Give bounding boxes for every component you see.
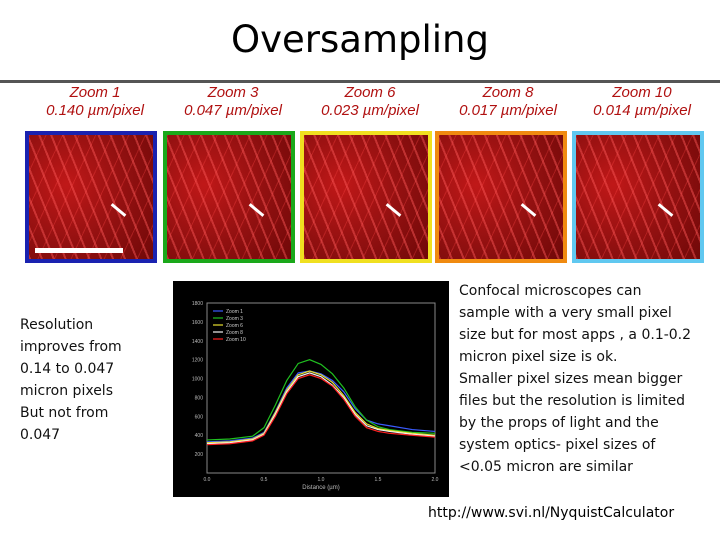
note-line: 0.14 to 0.047 bbox=[20, 361, 115, 377]
title-rule bbox=[0, 80, 720, 83]
zoom-label-6: Zoom 6 0.023 µm/pixel bbox=[300, 84, 440, 120]
x-tick-label: 1.5 bbox=[375, 477, 382, 483]
pixel-size: 0.017 µm/pixel bbox=[459, 102, 557, 119]
micrograph-image bbox=[304, 135, 428, 259]
image-panel-zoom-8 bbox=[435, 131, 567, 263]
series-line bbox=[206, 359, 436, 441]
zoom-label-3: Zoom 3 0.047 µm/pixel bbox=[163, 84, 303, 120]
y-tick-label: 400 bbox=[195, 433, 204, 439]
zoom-name: Zoom 6 bbox=[344, 84, 396, 101]
legend-entry: Zoom 10 bbox=[226, 337, 246, 343]
x-tick-label: 2.0 bbox=[432, 477, 439, 483]
note-line: improves from bbox=[20, 339, 122, 355]
zoom-label-1: Zoom 1 0.140 µm/pixel bbox=[25, 84, 165, 120]
note-line: Confocal microscopes can bbox=[459, 283, 642, 299]
series-line bbox=[206, 374, 436, 446]
pixel-size: 0.014 µm/pixel bbox=[593, 102, 691, 119]
pixel-size: 0.140 µm/pixel bbox=[46, 102, 144, 119]
x-tick-label: 1.0 bbox=[318, 477, 325, 483]
micrograph-image bbox=[439, 135, 563, 259]
legend-entry: Zoom 3 bbox=[226, 316, 243, 322]
series-line bbox=[206, 372, 436, 445]
image-panel-zoom-6 bbox=[300, 131, 432, 263]
image-panel-zoom-10 bbox=[572, 131, 704, 263]
micrograph-image bbox=[29, 135, 153, 259]
note-line: Resolution bbox=[20, 317, 94, 333]
note-line: micron pixel size is ok. bbox=[459, 349, 618, 365]
note-line: size but for most apps , a 0.1-0.2 bbox=[459, 327, 692, 343]
page-title: Oversampling bbox=[231, 18, 489, 61]
micrograph-image bbox=[167, 135, 291, 259]
y-tick-label: 1400 bbox=[192, 339, 203, 345]
note-line: system optics- pixel sizes of bbox=[459, 437, 656, 453]
image-panel-zoom-3 bbox=[163, 131, 295, 263]
zoom-name: Zoom 10 bbox=[612, 84, 672, 101]
zoom-name: Zoom 1 bbox=[69, 84, 121, 101]
scale-bar bbox=[35, 248, 123, 253]
x-axis-label: Distance (µm) bbox=[302, 485, 339, 491]
micrograph-image bbox=[576, 135, 700, 259]
note-line: micron pixels bbox=[20, 383, 113, 399]
resolution-note: Resolution improves from 0.14 to 0.047 m… bbox=[20, 314, 160, 446]
y-tick-label: 1800 bbox=[192, 301, 203, 307]
y-tick-label: 1200 bbox=[192, 358, 203, 364]
x-tick-label: 0.5 bbox=[261, 477, 268, 483]
note-line: sample with a very small pixel bbox=[459, 305, 672, 321]
note-line: by the props of light and the bbox=[459, 415, 659, 431]
y-tick-label: 1600 bbox=[192, 320, 203, 326]
reference-link[interactable]: http://www.svi.nl/NyquistCalculator bbox=[428, 505, 675, 521]
y-tick-label: 200 bbox=[195, 452, 204, 458]
zoom-label-10: Zoom 10 0.014 µm/pixel bbox=[572, 84, 712, 120]
pixel-size: 0.023 µm/pixel bbox=[321, 102, 419, 119]
image-panel-zoom-1 bbox=[25, 131, 157, 263]
legend-entry: Zoom 8 bbox=[226, 330, 243, 336]
note-line: But not from bbox=[20, 405, 109, 421]
series-line bbox=[206, 370, 436, 443]
x-tick-label: 0.0 bbox=[204, 477, 211, 483]
chart-svg: 200 400 600 800 1000 1200 1400 1600 1800 0.0 0.5 1.… bbox=[192, 301, 439, 491]
zoom-name: Zoom 3 bbox=[207, 84, 259, 101]
pixel-size: 0.047 µm/pixel bbox=[184, 102, 282, 119]
zoom-label-8: Zoom 8 0.017 µm/pixel bbox=[438, 84, 578, 120]
plot-frame bbox=[206, 302, 436, 474]
zoom-name: Zoom 8 bbox=[482, 84, 534, 101]
note-line: <0.05 micron are similar bbox=[459, 459, 633, 475]
y-tick-label: 1000 bbox=[192, 377, 203, 383]
legend-entry: Zoom 1 bbox=[226, 309, 243, 315]
intensity-profile-chart: 200 400 600 800 1000 1200 1400 1600 1800 0.0 0.5 1.… bbox=[173, 281, 449, 497]
legend-entry: Zoom 6 bbox=[226, 323, 243, 329]
series-line bbox=[206, 370, 436, 444]
confocal-note: Confocal microscopes can sample with a v… bbox=[459, 280, 709, 478]
note-line: Smaller pixel sizes mean bigger bbox=[459, 371, 683, 387]
y-tick-label: 800 bbox=[195, 395, 204, 401]
note-line: 0.047 bbox=[20, 427, 61, 443]
note-line: files but the resolution is limited bbox=[459, 393, 686, 409]
y-tick-label: 600 bbox=[195, 414, 204, 420]
